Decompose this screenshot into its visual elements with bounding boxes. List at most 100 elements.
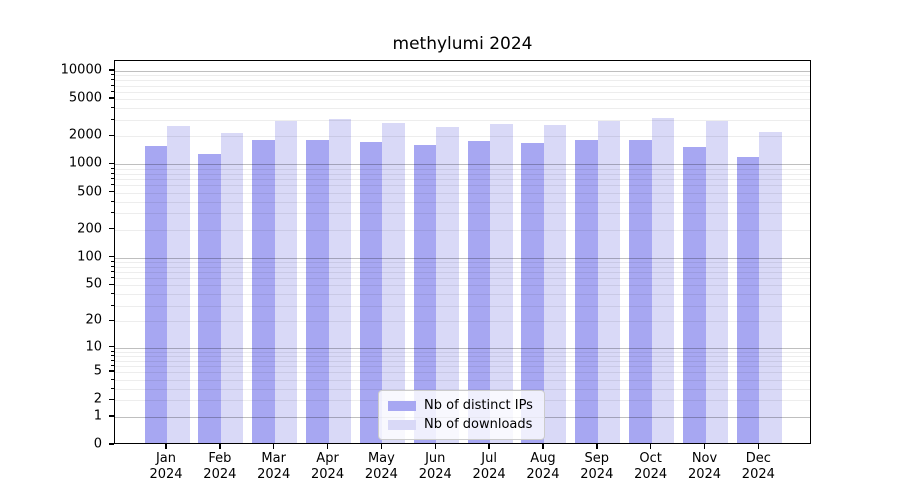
bar-downloads-mar	[274, 120, 298, 443]
gridline-500	[115, 192, 810, 194]
x-tick-label-jun: Jun 2024	[418, 451, 452, 482]
bar-distinct-ips-jan	[144, 146, 167, 443]
x-tick-mark	[649, 444, 652, 449]
gridline-80	[115, 266, 810, 268]
gridline-6000	[115, 91, 810, 93]
gridline-200	[115, 229, 810, 231]
gridline-10000	[115, 71, 810, 73]
y-tick-label-500: 500	[77, 184, 102, 200]
gridline-50	[115, 285, 810, 287]
gridline-4000	[115, 108, 810, 110]
gridline-2000	[115, 136, 810, 138]
y-tick-label-200: 200	[77, 221, 102, 237]
x-tick-mark	[380, 444, 383, 449]
gridline-7	[115, 360, 810, 362]
x-tick-mark	[596, 444, 598, 449]
bar-downloads-may	[382, 122, 405, 443]
gridline-70	[115, 271, 810, 273]
bar-downloads-apr	[328, 118, 352, 443]
x-tick-mark	[326, 444, 329, 449]
x-tick-label-aug: Aug 2024	[526, 451, 560, 482]
gridline-400	[115, 201, 810, 203]
legend-swatch-distinct-ips	[388, 400, 416, 411]
legend-item-distinct-ips: Nb of distinct IPs	[388, 396, 535, 415]
gridline-90	[115, 261, 810, 263]
bar-downloads-feb	[220, 132, 244, 443]
y-tick-label-0: 0	[93, 436, 102, 452]
gridline-4	[115, 379, 810, 381]
y-tick-label-100: 100	[77, 249, 102, 265]
x-tick-label-jan: Jan 2024	[149, 451, 183, 482]
x-tick-mark	[272, 444, 275, 449]
x-tick-mark	[219, 444, 221, 449]
bar-distinct-ips-sep	[575, 140, 598, 443]
gridline-1000	[115, 164, 810, 166]
gridline-3000	[115, 119, 810, 121]
gridline-9	[115, 351, 810, 353]
gridline-5	[115, 372, 810, 374]
bar-distinct-ips-dec	[736, 156, 760, 443]
legend: Nb of distinct IPs Nb of downloads	[378, 390, 545, 440]
gridline-3	[115, 388, 810, 390]
y-tick-label-50: 50	[85, 276, 102, 292]
legend-swatch-downloads	[388, 419, 416, 430]
gridline-8	[115, 355, 810, 357]
y-tick-label-2: 2	[93, 391, 102, 407]
x-tick-mark	[703, 444, 706, 449]
x-tick-label-sep: Sep 2024	[580, 451, 614, 482]
x-tick-label-apr: Apr 2024	[311, 451, 345, 482]
x-tick-mark	[542, 444, 544, 449]
gridline-30	[115, 305, 810, 307]
x-tick-label-nov: Nov 2024	[687, 451, 722, 482]
gridline-900	[115, 168, 810, 170]
bar-distinct-ips-mar	[252, 140, 275, 443]
x-tick-label-oct: Oct 2024	[634, 451, 668, 482]
bar-downloads-dec	[759, 132, 782, 443]
gridline-60	[115, 278, 810, 280]
gridline-7000	[115, 85, 810, 87]
gridline-700	[115, 178, 810, 180]
gridline-9000	[115, 75, 810, 77]
legend-item-downloads: Nb of downloads	[388, 415, 535, 434]
chart-title: methylumi 2024	[392, 34, 533, 54]
gridline-600	[115, 185, 810, 187]
y-tick-label-5: 5	[93, 363, 102, 379]
x-tick-label-mar: Mar 2024	[257, 451, 291, 482]
x-tick-label-dec: Dec 2024	[741, 451, 775, 482]
y-tick-label-2000: 2000	[68, 127, 102, 143]
x-tick-mark	[434, 444, 436, 449]
bar-distinct-ips-apr	[306, 139, 329, 443]
y-tick-label-10: 10	[85, 339, 102, 355]
bar-distinct-ips-nov	[683, 146, 706, 443]
gridline-10	[115, 347, 810, 349]
gridline-6	[115, 365, 810, 367]
y-tick-label-5000: 5000	[68, 90, 102, 106]
bar-downloads-jan	[167, 125, 190, 443]
gridline-800	[115, 173, 810, 175]
y-tick-label-20: 20	[85, 312, 102, 328]
bar-distinct-ips-feb	[198, 154, 221, 443]
bar-distinct-ips-may	[359, 142, 383, 443]
gridline-20	[115, 321, 810, 323]
x-tick-label-may: May 2024	[364, 451, 398, 482]
gridline-8000	[115, 80, 810, 82]
bar-downloads-nov	[705, 120, 728, 443]
bar-distinct-ips-jul	[467, 140, 491, 443]
bar-downloads-sep	[597, 121, 621, 443]
x-tick-mark	[757, 444, 760, 449]
bar-downloads-jul	[490, 123, 513, 443]
x-tick-label-jul: Jul 2024	[472, 451, 506, 482]
gridline-40	[115, 294, 810, 296]
x-tick-mark	[488, 444, 490, 449]
bar-distinct-ips-aug	[521, 142, 544, 443]
y-tick-label-1000: 1000	[68, 155, 102, 171]
y-tick-label-1: 1	[93, 408, 102, 424]
bar-downloads-aug	[543, 124, 567, 443]
bar-downloads-jun	[436, 126, 459, 443]
legend-label-distinct-ips: Nb of distinct IPs	[424, 398, 533, 413]
bar-downloads-oct	[651, 118, 675, 443]
gridline-100	[115, 257, 810, 259]
gridline-300	[115, 213, 810, 215]
bar-distinct-ips-oct	[629, 139, 652, 443]
